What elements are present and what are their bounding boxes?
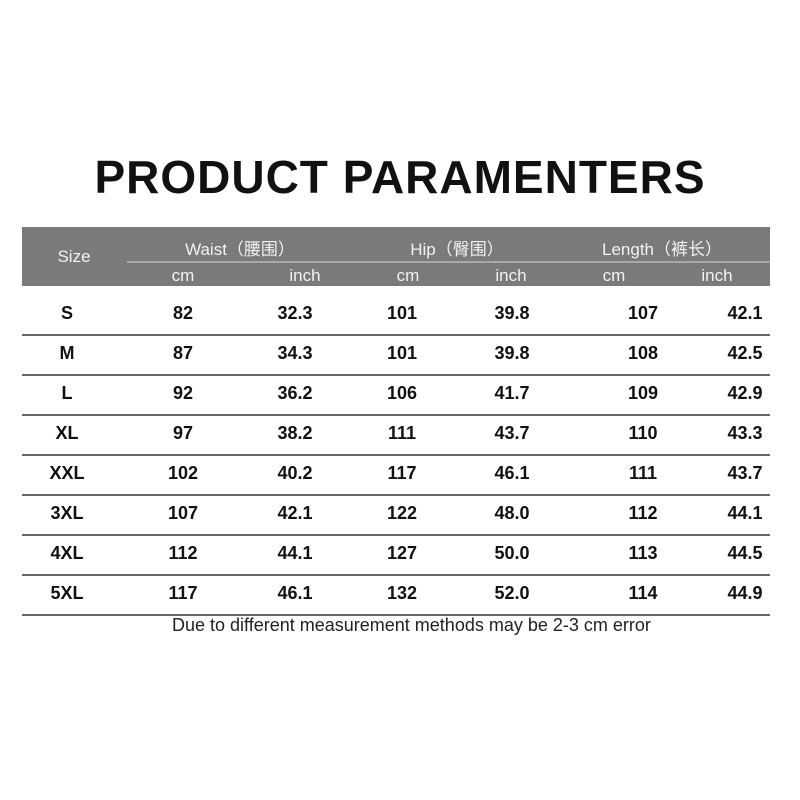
table-cell: 101 bbox=[386, 343, 418, 363]
table-cell: 39.8 bbox=[494, 303, 530, 323]
table-cell: 4XL bbox=[50, 543, 84, 563]
table-cell: 82 bbox=[172, 303, 194, 323]
table-cell: 42.1 bbox=[727, 303, 763, 323]
table-cell: 50.0 bbox=[494, 543, 530, 563]
table-cell: 106 bbox=[386, 383, 418, 403]
table-cell: 112 bbox=[168, 543, 198, 563]
table-row: XL 97 38.2 111 43.7 110 43.3 bbox=[22, 414, 770, 456]
table-cell: 44.9 bbox=[727, 583, 763, 603]
table-cell: 44.1 bbox=[277, 543, 313, 563]
table-cell: 132 bbox=[386, 583, 418, 603]
table-cell: 111 bbox=[387, 423, 417, 443]
table-cell: 117 bbox=[387, 463, 417, 483]
table-cell: XXL bbox=[49, 463, 85, 483]
table-cell: 110 bbox=[628, 423, 658, 443]
table-cell: 46.1 bbox=[277, 583, 313, 603]
table-cell: 43.3 bbox=[727, 423, 763, 443]
table-row: 4XL 112 44.1 127 50.0 113 44.5 bbox=[22, 534, 770, 576]
table-cell: 39.8 bbox=[494, 343, 530, 363]
table-cell: 46.1 bbox=[494, 463, 530, 483]
header-length: Length（裤长） bbox=[602, 240, 722, 259]
table-row: XXL 102 40.2 117 46.1 111 43.7 bbox=[22, 454, 770, 496]
table-cell: 122 bbox=[386, 503, 418, 523]
table-cell: 43.7 bbox=[727, 463, 763, 483]
table-cell: 5XL bbox=[50, 583, 84, 603]
table-cell: 127 bbox=[386, 543, 418, 563]
table-row: S 82 32.3 101 39.8 107 42.1 bbox=[22, 294, 770, 336]
table-cell: S bbox=[60, 303, 74, 323]
header-divider bbox=[127, 261, 770, 263]
table-cell: 101 bbox=[386, 303, 418, 323]
table-cell: 42.9 bbox=[727, 383, 763, 403]
unit: cm bbox=[171, 266, 195, 285]
table-row: 3XL 107 42.1 122 48.0 112 44.1 bbox=[22, 494, 770, 536]
table-cell: 113 bbox=[628, 543, 658, 563]
table-cell: 52.0 bbox=[494, 583, 530, 603]
unit: inch bbox=[495, 266, 527, 285]
table-cell: 36.2 bbox=[277, 383, 313, 403]
table-cell: 114 bbox=[628, 583, 658, 603]
table-cell: 112 bbox=[628, 503, 658, 523]
table-cell: 43.7 bbox=[494, 423, 530, 443]
table-cell: 32.3 bbox=[277, 303, 313, 323]
table-cell: 38.2 bbox=[277, 423, 313, 443]
header-waist: Waist（腰围） bbox=[185, 240, 295, 259]
table-cell: XL bbox=[55, 423, 79, 443]
table-row: M 87 34.3 101 39.8 108 42.5 bbox=[22, 334, 770, 376]
table-cell: 48.0 bbox=[494, 503, 530, 523]
table-cell: 107 bbox=[167, 503, 199, 523]
table-cell: 92 bbox=[172, 383, 194, 403]
table-cell: 109 bbox=[627, 383, 659, 403]
table-cell: 87 bbox=[172, 343, 194, 363]
table-cell: 107 bbox=[627, 303, 659, 323]
table-cell: 40.2 bbox=[277, 463, 313, 483]
page-title: PRODUCT PARAMENTERS bbox=[94, 151, 706, 203]
table-cell: 102 bbox=[167, 463, 199, 483]
table-cell: 34.3 bbox=[277, 343, 313, 363]
table-cell: 42.5 bbox=[727, 343, 763, 363]
unit: inch bbox=[289, 266, 321, 285]
table-cell: 97 bbox=[172, 423, 194, 443]
header-size: Size bbox=[57, 247, 91, 266]
table-row: L 92 36.2 106 41.7 109 42.9 bbox=[22, 374, 770, 416]
header-hip: Hip（臀围） bbox=[410, 240, 504, 259]
table-cell: 41.7 bbox=[494, 383, 530, 403]
table-header: Size Waist（腰围） Hip（臀围） Length（裤长） cm inc… bbox=[22, 227, 770, 286]
table-cell: 111 bbox=[628, 463, 658, 483]
table-cell: 42.1 bbox=[277, 503, 313, 523]
table-row: 5XL 117 46.1 132 52.0 114 44.9 bbox=[22, 574, 770, 616]
table-cell: M bbox=[59, 343, 75, 363]
table-cell: 117 bbox=[168, 583, 198, 603]
table-cell: 44.5 bbox=[727, 543, 763, 563]
table-cell: L bbox=[61, 383, 73, 403]
unit: inch bbox=[701, 266, 733, 285]
table-cell: 108 bbox=[627, 343, 659, 363]
table-cell: 3XL bbox=[50, 503, 84, 523]
table-cell: 44.1 bbox=[727, 503, 763, 523]
unit: cm bbox=[396, 266, 420, 285]
measurement-note: Due to different measurement methods may… bbox=[172, 615, 651, 635]
unit: cm bbox=[602, 266, 626, 285]
